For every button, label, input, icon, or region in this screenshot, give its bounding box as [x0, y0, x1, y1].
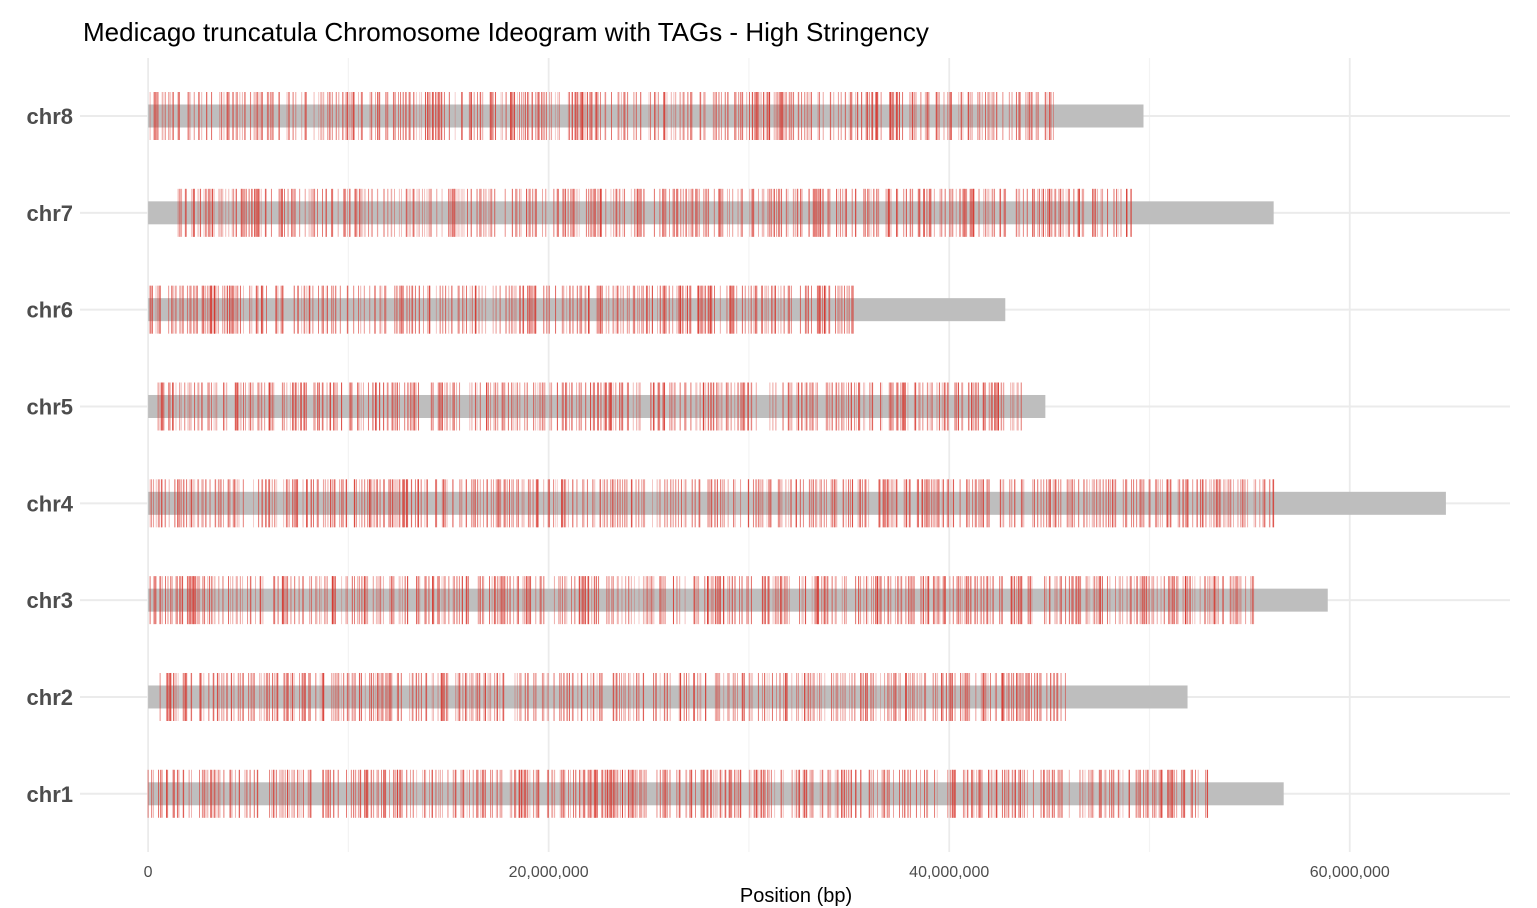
tag-group-chr5: [157, 382, 1022, 431]
chromosome-bar-chr3: [148, 588, 1328, 612]
chromosome-bar-chr6: [148, 298, 1006, 322]
x-tick-label: 20,000,000: [509, 864, 589, 881]
tag-group-chr3: [149, 576, 1255, 625]
chromosome-label-chr6: chr6: [27, 298, 73, 323]
tag-group-chr2: [159, 672, 1066, 721]
x-tick-label: 60,000,000: [1310, 864, 1390, 881]
tag-group-chr4: [149, 479, 1275, 528]
chromosome-label-chr3: chr3: [27, 588, 73, 613]
tag-group-chr6: [149, 285, 854, 334]
x-tick-label: 0: [144, 864, 153, 881]
chromosome-bar-chr7: [148, 201, 1274, 225]
grid-lines: [80, 58, 1510, 852]
x-axis-title: Position (bp): [740, 885, 852, 907]
tag-marks: [147, 92, 1275, 818]
chromosome-bar-chr5: [148, 394, 1046, 418]
y-axis-labels: chr8 chr7 chr6 chr5 chr4 chr3 chr2 chr1: [27, 104, 74, 807]
chromosome-label-chr8: chr8: [27, 104, 73, 129]
tag-group-chr1: [147, 769, 1209, 818]
chromosome-bar-chr2: [148, 685, 1188, 709]
chromosome-bar-chr8: [148, 104, 1144, 128]
chromosome-label-chr2: chr2: [27, 685, 73, 710]
chromosome-label-chr4: chr4: [27, 491, 74, 516]
tag-group-chr8: [149, 92, 1054, 140]
x-tick-label: 40,000,000: [909, 864, 989, 881]
chromosome-label-chr1: chr1: [27, 782, 73, 807]
chromosome-bar-chr4: [148, 491, 1446, 515]
chart-title: Medicago truncatula Chromosome Ideogram …: [83, 17, 929, 47]
tag-group-chr7: [177, 188, 1132, 237]
x-axis-tick-labels: 0 20,000,000 40,000,000 60,000,000: [144, 864, 1390, 881]
chromosome-label-chr7: chr7: [27, 201, 73, 226]
chromosome-label-chr5: chr5: [27, 394, 73, 419]
